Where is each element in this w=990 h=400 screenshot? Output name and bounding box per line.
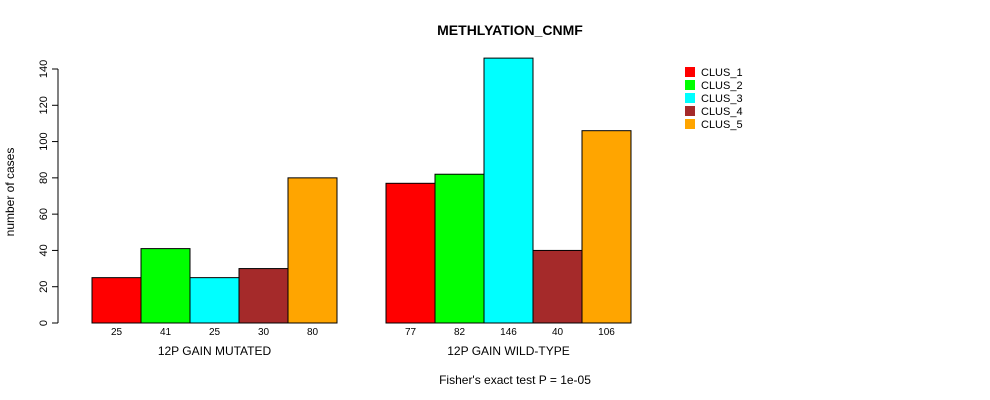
- bar-count-label: 41: [160, 327, 172, 338]
- bar-count-label: 40: [552, 327, 564, 338]
- legend-label-clus_3: CLUS_3: [701, 93, 743, 105]
- y-tick-label: 80: [38, 172, 50, 184]
- bar-clus_4-wild-type: [532, 249, 583, 324]
- bar-clus_3-wild-type: [483, 57, 534, 324]
- legend-label-clus_2: CLUS_2: [701, 80, 743, 92]
- bar-count-label: 106: [598, 327, 615, 338]
- bar-clus_3-mutated: [189, 277, 240, 324]
- legend-swatch-clus_3: [685, 93, 695, 103]
- y-tick-label: 20: [38, 281, 50, 293]
- y-tick-label: 60: [38, 208, 50, 220]
- bar-clus_1-mutated: [91, 277, 142, 324]
- bar-clus_1-wild-type: [385, 182, 436, 324]
- footnote: Fisher's exact test P = 1e-05: [439, 373, 591, 387]
- bar-clus_2-wild-type: [434, 173, 485, 324]
- bar-count-label: 25: [209, 327, 221, 338]
- legend-label-clus_1: CLUS_1: [701, 67, 743, 79]
- bar-count-label: 30: [258, 327, 270, 338]
- bar-clus_5-mutated: [287, 177, 338, 324]
- group-labels: 12P GAIN MUTATED 12P GAIN WILD-TYPE: [158, 344, 570, 358]
- group-label-wild-type: 12P GAIN WILD-TYPE: [447, 344, 569, 358]
- legend-label-clus_5: CLUS_5: [701, 119, 743, 131]
- y-tick-label: 100: [38, 132, 50, 150]
- legend-swatch-clus_1: [685, 67, 695, 77]
- y-axis: 0 20 40 60 80 100 120 140: [38, 60, 59, 326]
- count-labels: 25 41 25 30 80 77 82 146 40 106: [111, 327, 615, 338]
- y-tick-label: 0: [38, 320, 50, 326]
- y-tick-label: 140: [38, 60, 50, 78]
- chart-title: METHLYATION_CNMF: [437, 22, 583, 38]
- bar-count-label: 77: [405, 327, 417, 338]
- group-label-mutated: 12P GAIN MUTATED: [158, 344, 272, 358]
- bar-count-label: 146: [500, 327, 517, 338]
- bar-clus_2-mutated: [140, 248, 191, 324]
- legend-swatch-clus_2: [685, 80, 695, 90]
- legend-swatch-clus_4: [685, 106, 695, 116]
- bars: [91, 57, 632, 324]
- legend-label-clus_4: CLUS_4: [701, 106, 743, 118]
- y-tick-label: 40: [38, 244, 50, 256]
- bar-clus_5-wild-type: [581, 130, 632, 324]
- bar-count-label: 82: [454, 327, 466, 338]
- y-tick-label: 120: [38, 96, 50, 114]
- bar-count-label: 25: [111, 327, 123, 338]
- bar-clus_4-mutated: [238, 268, 289, 324]
- y-axis-label: number of cases: [3, 148, 17, 237]
- bar-count-label: 80: [307, 327, 319, 338]
- legend-swatch-clus_5: [685, 119, 695, 129]
